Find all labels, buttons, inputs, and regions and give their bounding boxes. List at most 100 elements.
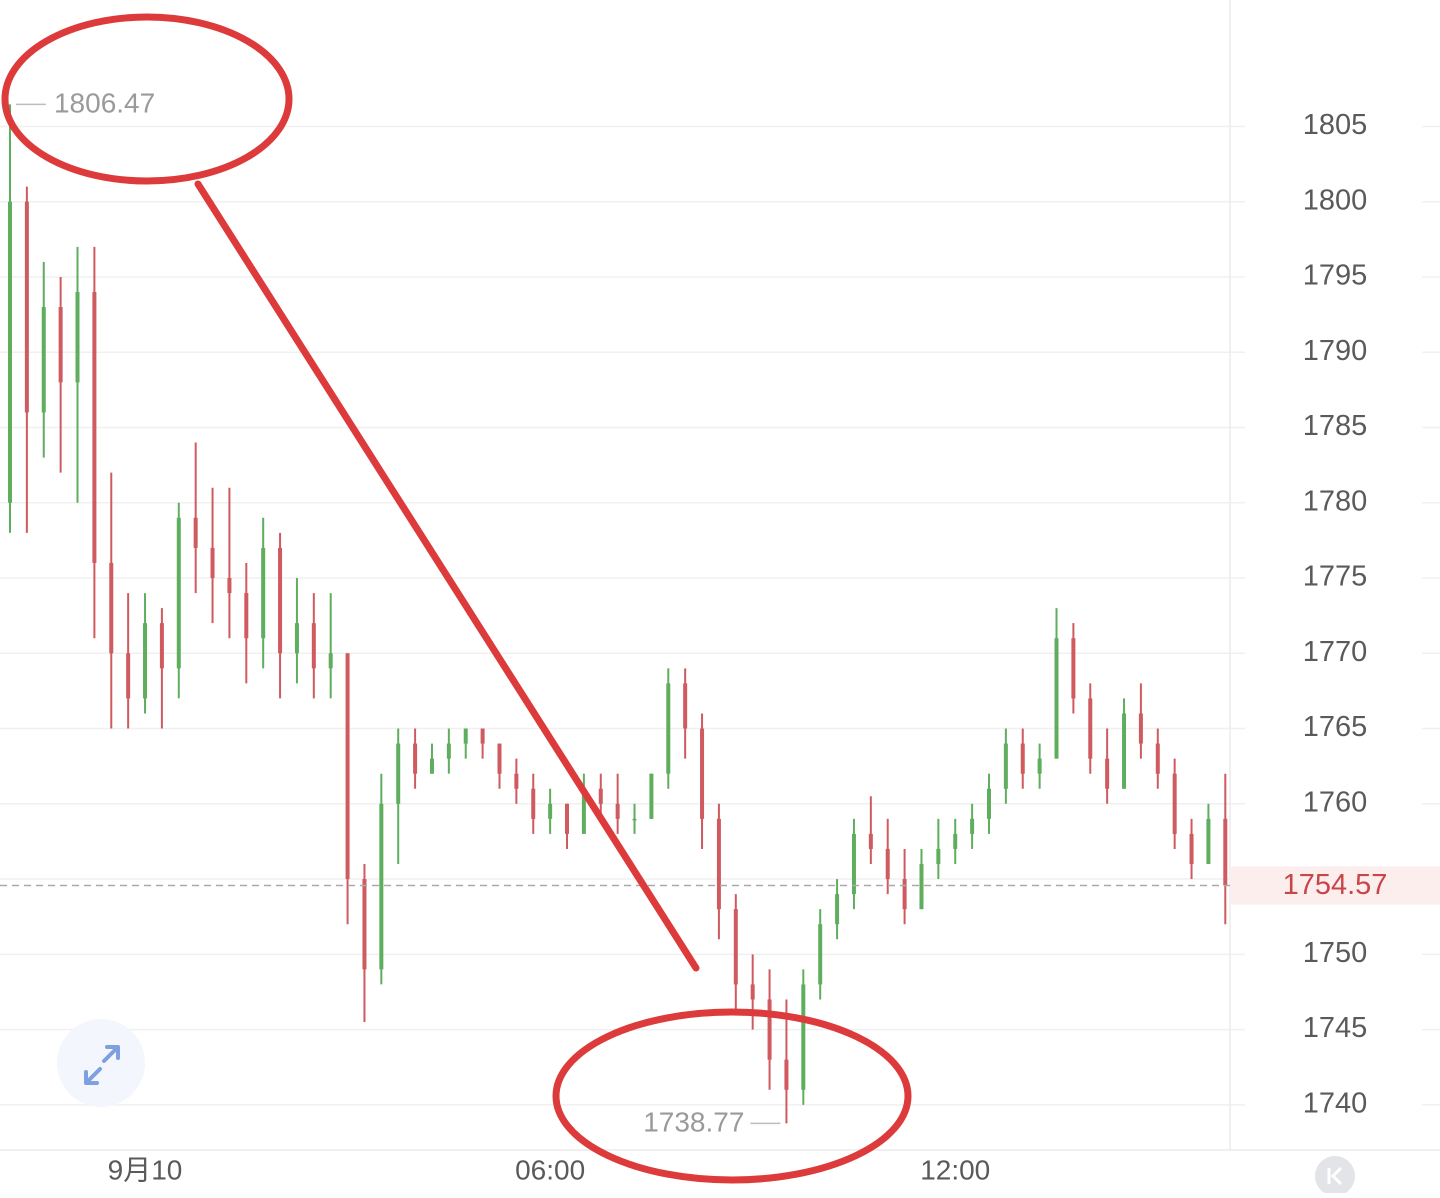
candle-body: [396, 743, 401, 804]
candle-body: [548, 803, 553, 819]
candle-body: [902, 879, 907, 910]
candle-body: [446, 743, 451, 759]
candle-body: [1003, 743, 1008, 789]
candle-body: [953, 833, 958, 849]
candle-body: [514, 773, 519, 789]
candle-body: [294, 623, 299, 654]
candle-body: [159, 623, 164, 669]
candle-body: [92, 292, 97, 563]
candle-body: [919, 864, 924, 910]
last-price-tag: [1230, 866, 1440, 905]
candle-body: [244, 593, 249, 639]
candle-body: [1138, 713, 1143, 744]
candle-body: [1206, 818, 1211, 865]
candle-body: [278, 547, 283, 654]
candle-body: [784, 1059, 789, 1090]
y-tick-label: 1785: [1303, 410, 1368, 442]
candle-body: [615, 803, 620, 819]
candle-body: [700, 728, 705, 819]
candle-body: [497, 743, 502, 774]
min-label: 1738.77: [643, 1107, 744, 1138]
candle-body: [429, 758, 434, 774]
candle-body: [109, 562, 114, 654]
y-tick-label: 1770: [1303, 636, 1368, 668]
candle-body: [649, 773, 654, 819]
y-tick-label: 1790: [1303, 335, 1368, 367]
candle-body: [1071, 638, 1076, 699]
last-price-label: 1754.57: [1283, 869, 1388, 901]
candle-body: [176, 517, 181, 669]
candle-body: [1189, 833, 1194, 865]
x-tick-label: 06:00: [515, 1154, 585, 1185]
candle-body: [835, 894, 840, 925]
candle-body: [193, 517, 198, 548]
candle-body: [733, 909, 738, 985]
y-tick-label: 1745: [1303, 1012, 1368, 1044]
candle-body: [362, 879, 367, 970]
candle-body: [565, 803, 570, 834]
labels: 1740174517501755176017651770177517801785…: [0, 88, 1440, 1185]
annotation-arrow-line: [194, 180, 700, 972]
scroll-to-latest-button[interactable]: [1315, 1156, 1355, 1196]
candle-body: [666, 683, 671, 774]
candle-body: [58, 307, 63, 383]
candle-body: [581, 788, 586, 834]
candle-body: [345, 653, 350, 880]
candle-body: [683, 683, 688, 729]
candle-body: [126, 653, 131, 699]
candle-body: [970, 818, 975, 834]
candle-body: [143, 623, 148, 699]
candle-body: [716, 818, 721, 910]
candle-body: [1172, 773, 1177, 834]
candle-body: [818, 924, 823, 985]
candle-body: [463, 728, 468, 744]
y-tick-label: 1775: [1303, 561, 1368, 593]
y-tick-label: 1765: [1303, 711, 1368, 743]
annotation-circle: [1, 13, 293, 185]
candle-body: [210, 547, 215, 579]
candle-body: [227, 578, 232, 594]
y-tick-label: 1760: [1303, 786, 1368, 818]
y-tick-label: 1740: [1303, 1087, 1368, 1119]
candle-body: [1020, 743, 1025, 774]
candle-body: [1088, 698, 1093, 759]
candle-body: [1037, 758, 1042, 774]
y-tick-label: 1750: [1303, 937, 1368, 969]
candle-body: [632, 818, 637, 821]
candle-body: [1054, 638, 1059, 759]
candle-body: [868, 833, 873, 849]
candle-body: [261, 547, 266, 639]
y-tick-label: 1795: [1303, 260, 1368, 292]
y-tick-label: 1805: [1303, 109, 1368, 141]
candle-body: [750, 984, 755, 1000]
candle-body: [1105, 758, 1110, 789]
max-label: 1806.47: [54, 88, 155, 119]
candle-body: [7, 201, 12, 503]
x-tick-label: 12:00: [920, 1154, 990, 1185]
candle-body: [801, 984, 806, 1090]
candle-body: [936, 848, 941, 865]
y-tick-label: 1800: [1303, 184, 1368, 216]
annotation-circle: [552, 1008, 912, 1184]
candle-body: [1155, 743, 1160, 774]
candle-body: [531, 788, 536, 819]
candle-body: [75, 292, 80, 383]
candle-body: [24, 201, 29, 413]
candle-body: [41, 307, 46, 413]
candle-body: [328, 653, 333, 669]
candle-body: [480, 728, 485, 744]
x-tick-label: 9月10: [108, 1154, 183, 1185]
expand-button[interactable]: [57, 1019, 145, 1107]
candle-body: [598, 788, 603, 804]
plot-area: [7, 104, 1228, 1124]
candle-body: [1223, 818, 1228, 886]
candle-body: [413, 743, 418, 774]
candle-body: [311, 623, 316, 669]
candle-body: [885, 848, 890, 880]
candle-body: [379, 803, 384, 970]
candle-body: [986, 788, 991, 819]
y-tick-label: 1780: [1303, 485, 1368, 517]
